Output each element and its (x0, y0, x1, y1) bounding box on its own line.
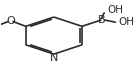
Text: B: B (98, 15, 106, 25)
Text: N: N (50, 53, 58, 63)
Text: OH: OH (107, 5, 123, 15)
Text: OH: OH (118, 17, 134, 27)
Text: O: O (6, 16, 15, 26)
